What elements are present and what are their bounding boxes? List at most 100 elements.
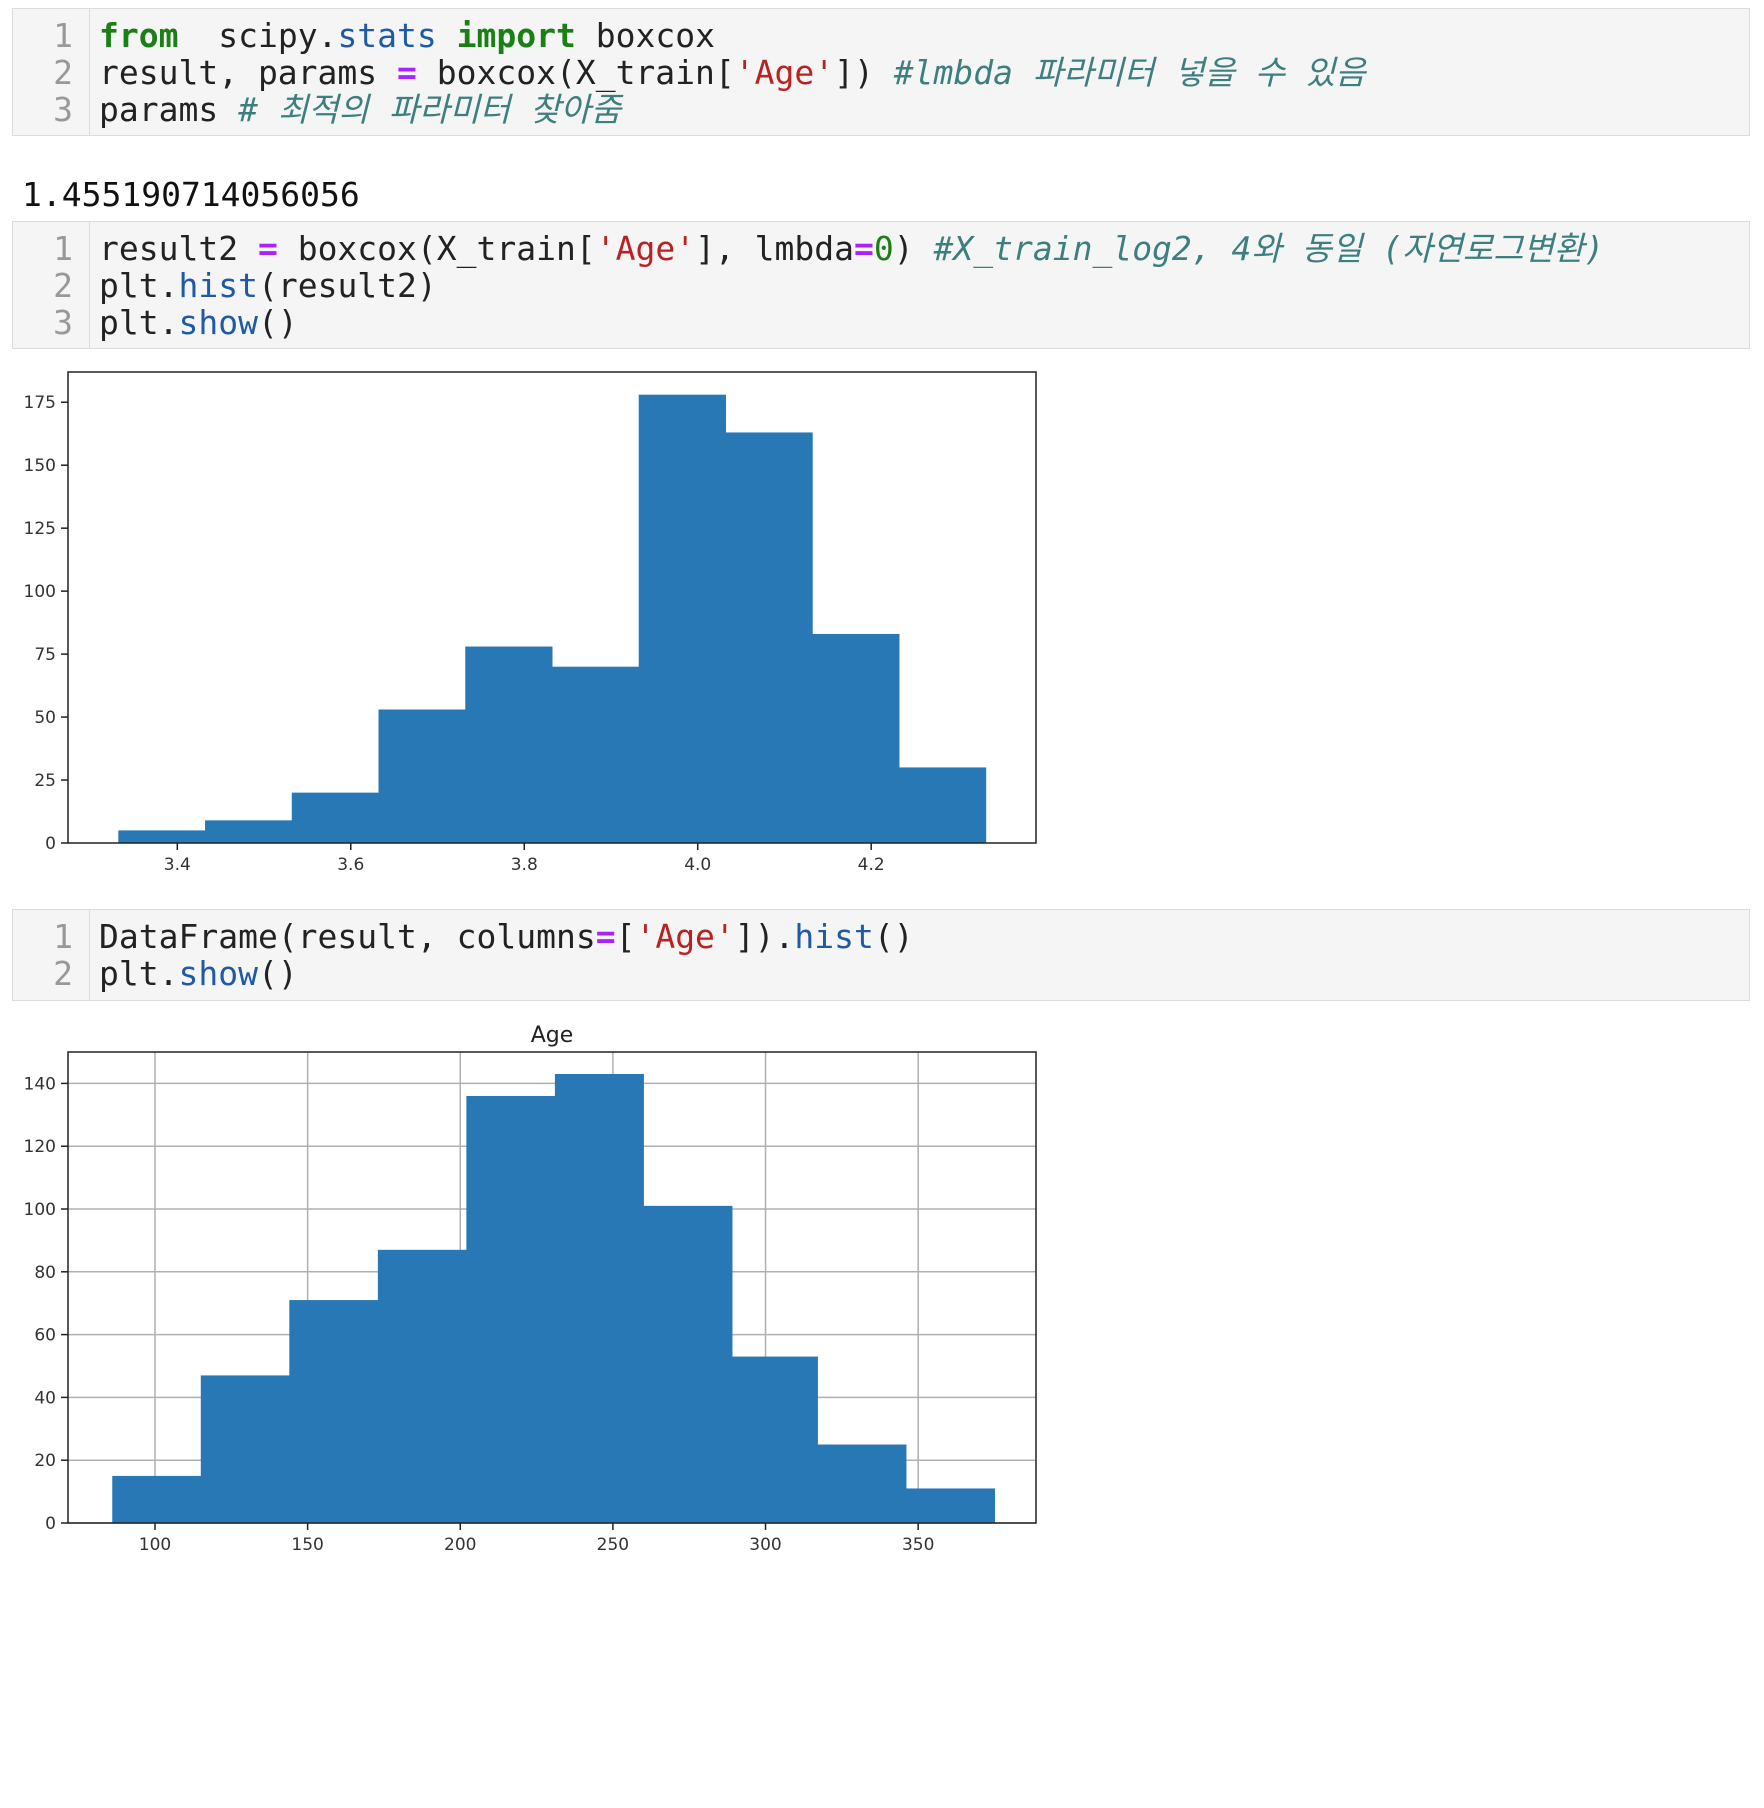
- histogram-bar: [643, 1205, 733, 1523]
- line-number: 2: [53, 954, 73, 993]
- code-token: boxcox: [575, 16, 715, 55]
- y-tick-label: 50: [34, 708, 56, 728]
- code-token: =: [257, 229, 278, 268]
- code-token: ]).: [734, 917, 795, 956]
- code-token: #lmbda 파라미터 넣을 수 있음: [893, 53, 1366, 92]
- code-token: stats: [337, 16, 437, 55]
- line-number-gutter: [13, 222, 90, 348]
- x-tick-label: 3.8: [511, 855, 538, 875]
- line-number: 1: [53, 16, 73, 55]
- code-token: ], lmbda: [695, 229, 855, 268]
- line-number: 1: [53, 917, 73, 956]
- code-cell-2[interactable]: 1 result2 = boxcox(X_train['Age'], lmbda=…: [12, 221, 1750, 349]
- y-tick-label: 20: [34, 1451, 56, 1471]
- chart-title: Age: [531, 1023, 574, 1048]
- code-token: (): [257, 303, 298, 342]
- code-line[interactable]: 3 plt.show(): [13, 302, 1749, 344]
- code-cell-3[interactable]: 1 DataFrame(result, columns=['Age']).hist…: [12, 909, 1750, 1001]
- code-token: 'Age': [635, 917, 735, 956]
- code-token: DataFrame(result, columns: [99, 917, 596, 956]
- output-text: 1.455190714056056: [22, 175, 360, 214]
- x-tick-label: 350: [902, 1535, 934, 1555]
- code-line[interactable]: 2 result, params = boxcox(X_train['Age'])…: [13, 52, 1749, 94]
- code-token: plt.: [99, 303, 179, 342]
- histogram-bar: [725, 432, 813, 843]
- histogram-bar: [817, 1444, 907, 1523]
- code-token: show: [178, 303, 258, 342]
- histogram-bar: [466, 1095, 556, 1523]
- y-tick-label: 140: [24, 1074, 56, 1094]
- line-number-gutter: [13, 9, 90, 135]
- line-number: 3: [53, 303, 73, 342]
- code-token: result2: [99, 229, 258, 268]
- histogram-bar: [898, 767, 987, 843]
- histogram-bar: [200, 1375, 290, 1523]
- y-tick-label: 100: [24, 582, 56, 602]
- x-tick-label: 3.4: [164, 855, 191, 875]
- y-tick-label: 0: [45, 1514, 56, 1534]
- y-tick-label: 125: [24, 519, 56, 539]
- x-tick-label: 200: [444, 1535, 476, 1555]
- y-tick-label: 80: [34, 1263, 56, 1283]
- code-line[interactable]: 2 plt.hist(result2): [13, 265, 1749, 307]
- histogram-bar: [378, 709, 466, 843]
- x-tick-label: 3.6: [337, 855, 364, 875]
- code-token: hist: [178, 266, 258, 305]
- x-tick-label: 150: [291, 1535, 323, 1555]
- histogram-bar: [377, 1249, 467, 1523]
- histogram-bar: [465, 646, 553, 843]
- code-token: # 최적의 파라미터 찾아줌: [238, 90, 622, 129]
- histogram-bar: [291, 792, 380, 843]
- x-tick-label: 4.2: [858, 855, 885, 875]
- x-tick-label: 4.0: [684, 855, 711, 875]
- code-text: result2 = boxcox(X_train['Age'], lmbda=0…: [99, 228, 1604, 270]
- line-number: 2: [53, 53, 73, 92]
- histogram-chart-1: 3.4 3.6 3.8 4.0 4.2 0 25 50 75 100 125 150 175: [24, 371, 1037, 875]
- y-tick-label: 60: [34, 1326, 56, 1346]
- code-token: import: [456, 16, 576, 55]
- code-text: result, params = boxcox(X_train['Age']) …: [99, 52, 1366, 94]
- code-token: 0: [873, 229, 894, 268]
- code-token: (result2): [257, 266, 437, 305]
- code-token: (): [873, 917, 914, 956]
- histogram-bar: [554, 1073, 644, 1523]
- code-token: params: [99, 90, 239, 129]
- line-number: 1: [53, 229, 73, 268]
- histogram-bar: [205, 820, 293, 843]
- code-line[interactable]: 2 plt.show(): [13, 953, 1749, 995]
- code-token: scipy.: [178, 16, 338, 55]
- code-text: plt.show(): [99, 302, 298, 344]
- code-text: plt.hist(result2): [99, 265, 437, 307]
- histogram-bar: [731, 1356, 818, 1523]
- y-tick-label: 25: [34, 771, 56, 791]
- histogram-bar: [552, 666, 640, 843]
- code-cell-1[interactable]: 1 from scipy.stats import boxcox 2 result, …: [12, 8, 1750, 136]
- code-token: 'Age': [595, 229, 696, 268]
- code-token: =: [397, 53, 417, 92]
- histogram-bar: [638, 394, 726, 843]
- code-text: params # 최적의 파라미터 찾아줌: [99, 89, 621, 131]
- code-token: (): [257, 954, 298, 993]
- y-tick-label: 100: [24, 1200, 56, 1220]
- code-line[interactable]: 1 result2 = boxcox(X_train['Age'], lmbda=…: [13, 228, 1749, 270]
- code-token: show: [178, 954, 258, 993]
- code-text: from scipy.stats import boxcox: [99, 15, 715, 57]
- code-line[interactable]: 1 from scipy.stats import boxcox: [13, 15, 1749, 57]
- histogram-bar: [289, 1300, 379, 1523]
- code-token: hist: [794, 917, 874, 956]
- code-token: from: [99, 16, 179, 55]
- histogram-bar: [112, 1475, 202, 1523]
- code-token: =: [854, 229, 874, 268]
- code-text: plt.show(): [99, 953, 298, 995]
- code-text: DataFrame(result, columns=['Age']).hist(…: [99, 916, 914, 958]
- line-number: 2: [53, 266, 73, 305]
- code-line[interactable]: 1 DataFrame(result, columns=['Age']).hist…: [13, 916, 1749, 958]
- x-tick-label: 300: [749, 1535, 781, 1555]
- x-tick-label: 250: [597, 1535, 629, 1555]
- y-tick-label: 40: [34, 1388, 56, 1408]
- code-token: 'Age': [734, 53, 835, 92]
- code-token: #X_train_log2, 4와 동일 (자연로그변환): [933, 229, 1605, 268]
- histogram-bar: [118, 830, 206, 843]
- code-line[interactable]: 3 params # 최적의 파라미터 찾아줌: [13, 89, 1749, 131]
- plot-frame: [67, 371, 1037, 844]
